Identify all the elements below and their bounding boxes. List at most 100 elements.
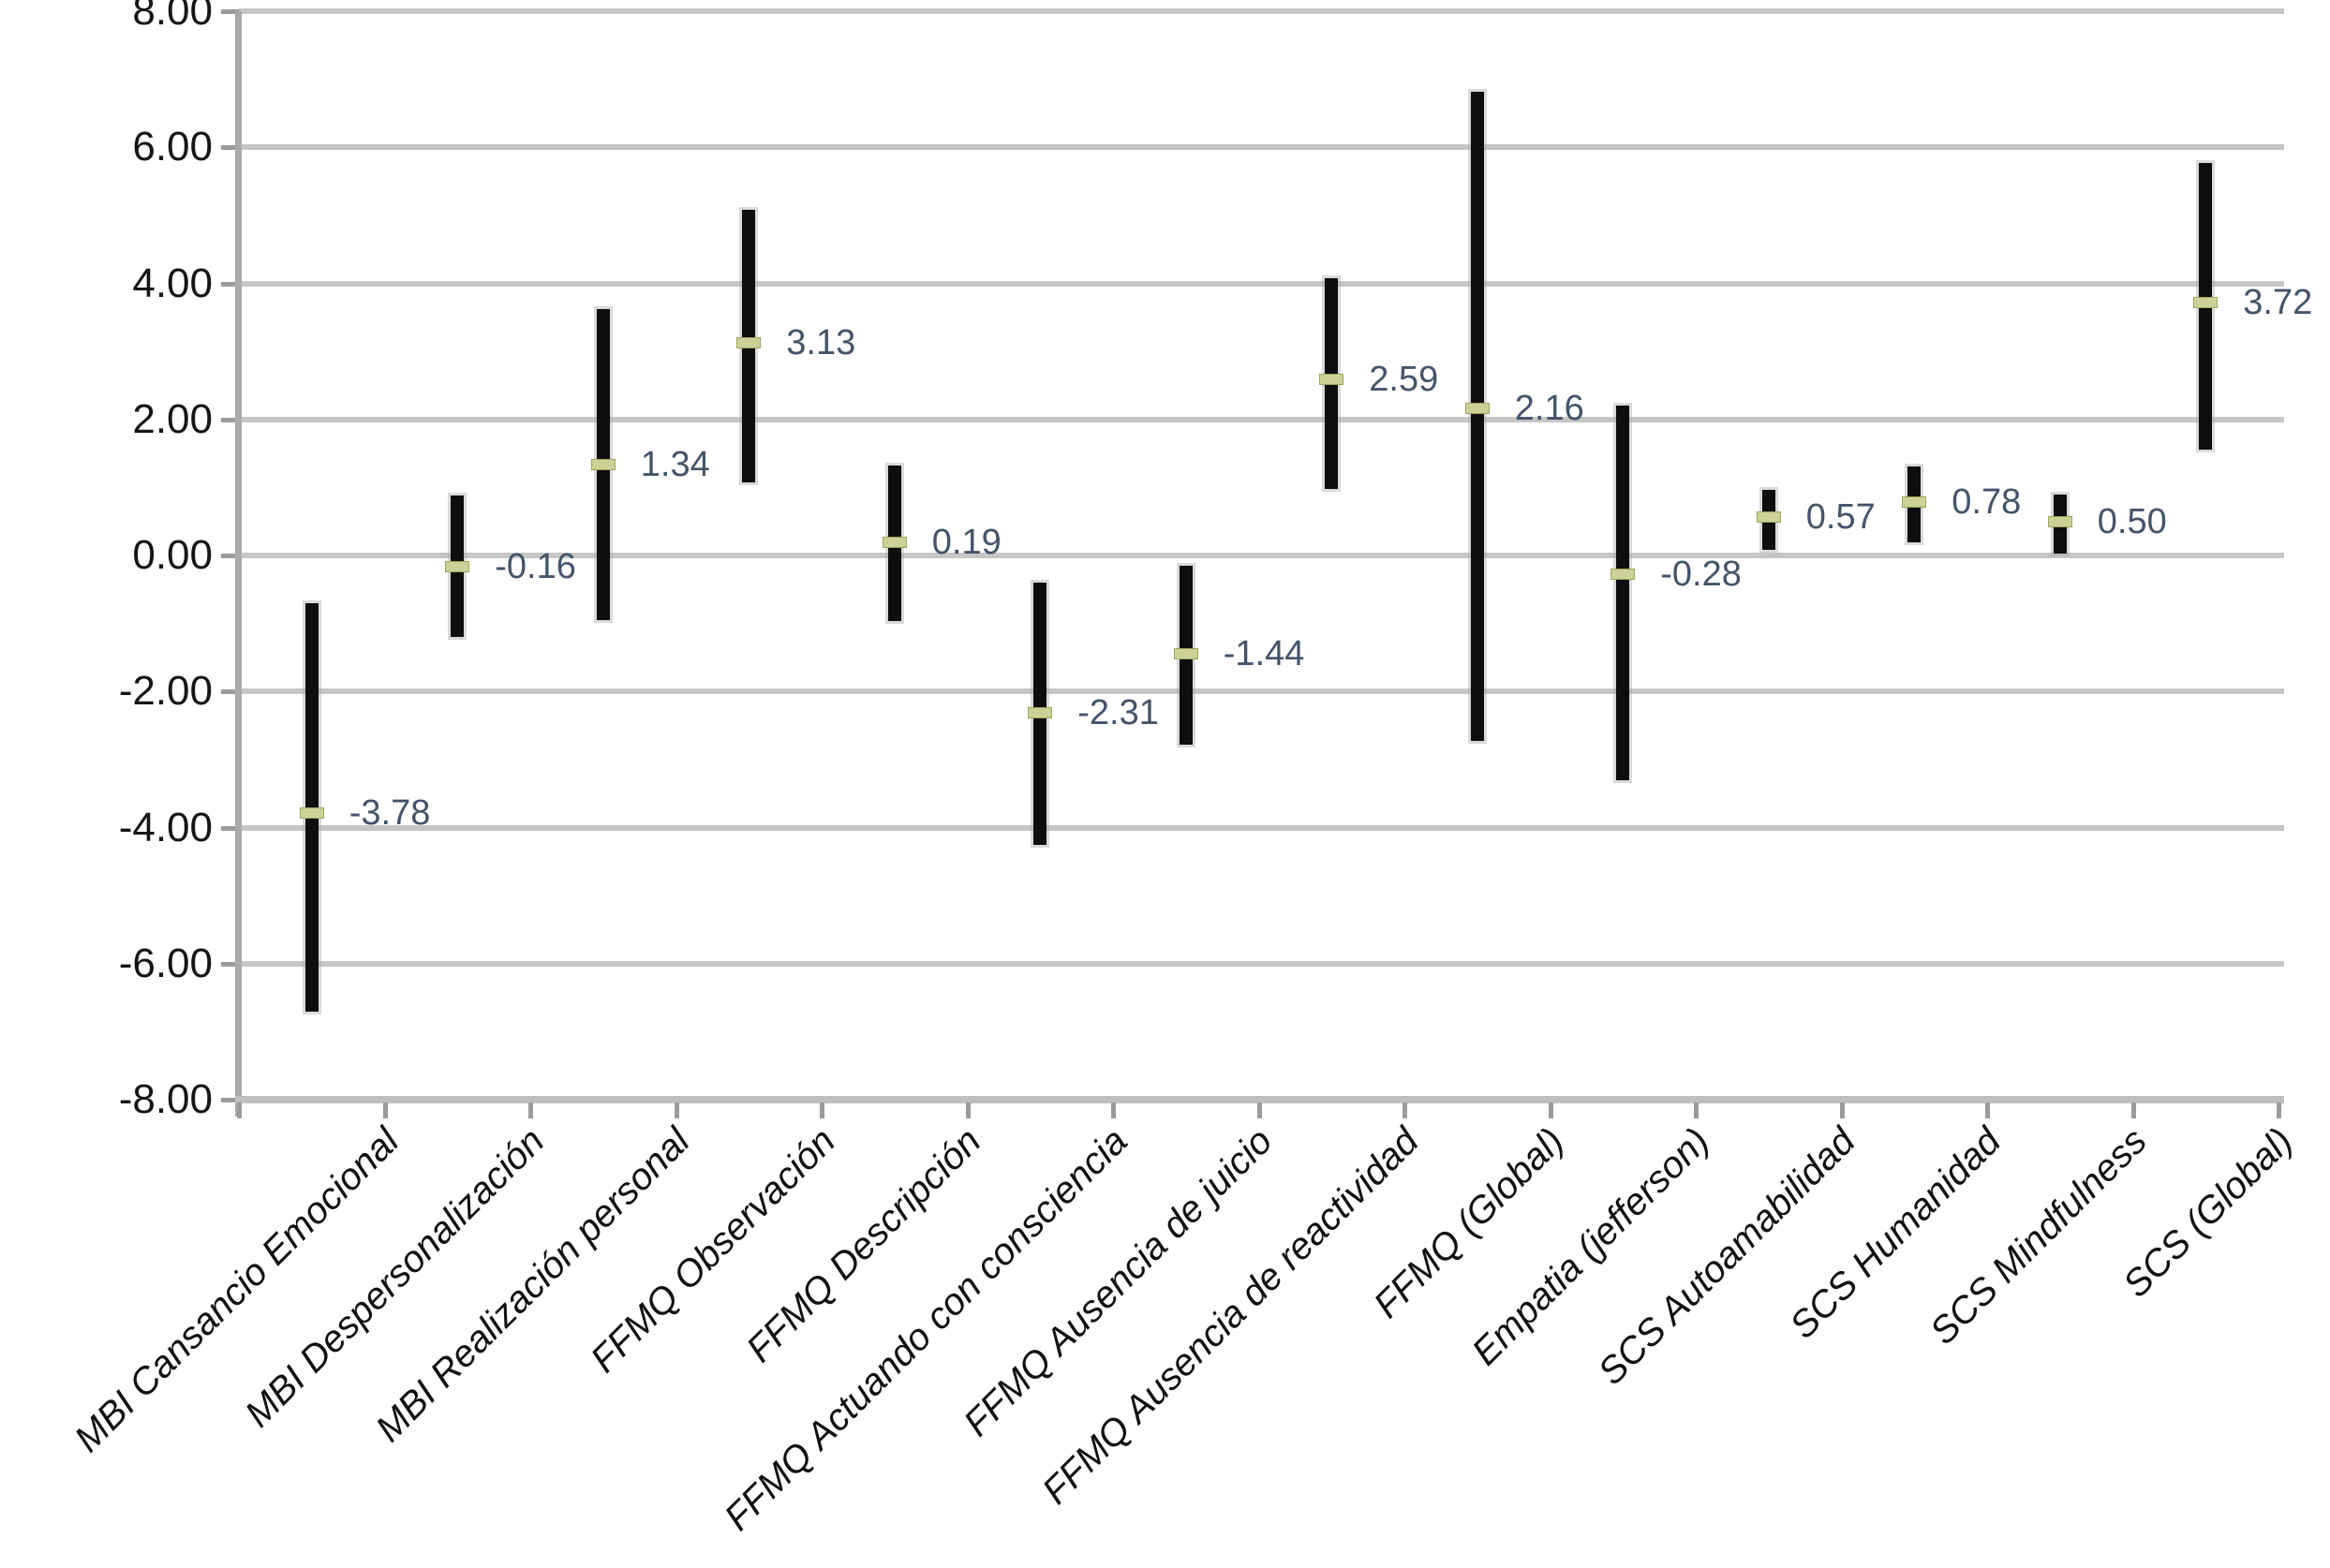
value-label: -2.31 xyxy=(1077,692,1159,732)
value-marker xyxy=(2047,515,2072,527)
y-grid-line xyxy=(239,144,2284,151)
y-axis-tick xyxy=(221,554,239,558)
x-axis-tick xyxy=(674,1102,679,1118)
y-axis-tick-label: -2.00 xyxy=(118,668,213,715)
value-label: 0.57 xyxy=(1805,496,1876,537)
y-axis-tick-label: -4.00 xyxy=(118,804,213,851)
x-category-label: SCS Mindfulness xyxy=(814,1120,2155,1353)
x-axis-tick xyxy=(820,1102,824,1118)
x-category-label: FFMQ (Global) xyxy=(231,1120,1572,1326)
y-axis-tick-label: -6.00 xyxy=(118,939,213,986)
x-category-label: FFMQ Observación xyxy=(0,1120,843,1381)
x-axis-tick xyxy=(1694,1102,1699,1118)
value-label: 0.19 xyxy=(931,523,1002,563)
range-bar xyxy=(1467,88,1487,744)
y-axis-tick-label: 0.00 xyxy=(132,532,213,578)
value-marker xyxy=(299,806,324,819)
x-axis-tick xyxy=(1548,1102,1553,1118)
y-grid-line xyxy=(239,688,2284,695)
x-category-label-text: SCS (Global) xyxy=(2115,1120,2301,1306)
y-grid-line xyxy=(239,553,2284,558)
x-category-label-text: FFMQ Ausencia de reactividad xyxy=(1034,1120,1427,1513)
value-label: -3.78 xyxy=(349,792,431,833)
value-label: 0.78 xyxy=(1952,482,2022,523)
y-axis-tick-label: 4.00 xyxy=(132,259,213,306)
y-axis-tick xyxy=(221,281,239,287)
value-marker xyxy=(1028,706,1053,718)
y-grid-line xyxy=(239,416,2284,422)
x-axis-tick xyxy=(1402,1102,1407,1118)
x-category-label: Empatia (jefferson) xyxy=(377,1120,1717,1373)
x-axis-tick xyxy=(2130,1102,2136,1118)
x-category-label: SCS Humanidad xyxy=(668,1120,2010,1347)
x-axis-line xyxy=(235,1096,2284,1103)
x-axis-tick xyxy=(1111,1102,1116,1118)
value-marker xyxy=(2193,296,2219,308)
x-category-label-text: SCS Mindfulness xyxy=(1922,1120,2155,1354)
y-axis-tick xyxy=(221,417,239,422)
y-axis-tick xyxy=(221,689,239,695)
x-category-label-text: SCS Autoamabilidad xyxy=(1590,1120,1863,1394)
x-category-label-text: FFMQ Observación xyxy=(583,1120,844,1381)
value-marker xyxy=(1610,569,1636,581)
x-axis-tick xyxy=(2277,1102,2281,1118)
range-bar xyxy=(1613,403,1633,783)
value-label: -0.16 xyxy=(495,546,576,586)
x-category-label-text: MBI Realización personal xyxy=(368,1120,698,1450)
y-axis-tick xyxy=(221,825,239,831)
y-grid-line xyxy=(239,824,2284,831)
x-category-label-text: MBI Cansancio Emocional xyxy=(67,1120,407,1460)
x-category-label-text: FFMQ Ausencia de juicio xyxy=(956,1120,1281,1445)
x-category-label-text: FFMQ Descripción xyxy=(739,1120,989,1370)
x-category-label-text: SCS Humanidad xyxy=(1782,1120,2010,1347)
y-axis-tick-label: -8.00 xyxy=(118,1076,213,1122)
value-marker xyxy=(590,458,616,470)
x-category-label: SCS Autoamabilidad xyxy=(523,1120,1863,1393)
value-marker xyxy=(882,537,907,549)
value-label: 2.59 xyxy=(1369,359,1439,399)
y-axis-tick-label: 6.00 xyxy=(132,124,213,170)
value-marker xyxy=(445,560,470,572)
value-marker xyxy=(1902,496,1927,509)
x-category-label: MBI Realización personal xyxy=(0,1120,698,1450)
value-label: -0.28 xyxy=(1660,555,1742,595)
x-axis-tick xyxy=(382,1102,388,1118)
value-label: 1.34 xyxy=(640,444,710,484)
value-marker xyxy=(1173,647,1198,659)
x-category-label: FFMQ Descripción xyxy=(0,1120,989,1370)
x-category-label: FFMQ Ausencia de juicio xyxy=(0,1120,1281,1444)
x-category-label-text: FFMQ Actuando con consciencia xyxy=(716,1120,1135,1539)
value-marker xyxy=(1319,373,1344,385)
y-axis-line xyxy=(235,11,242,1117)
x-category-label: FFMQ Ausencia de reactividad xyxy=(85,1120,1426,1512)
y-axis-tick xyxy=(221,961,239,967)
value-label: -1.44 xyxy=(1223,633,1305,673)
y-axis-tick xyxy=(221,145,239,151)
value-marker xyxy=(736,336,762,348)
x-axis-tick xyxy=(237,1102,242,1118)
x-category-label: MBI Cansancio Emocional xyxy=(0,1120,407,1460)
value-marker xyxy=(1756,510,1781,523)
x-category-label-text: Empatia (jefferson) xyxy=(1464,1120,1718,1374)
x-axis-tick xyxy=(528,1102,533,1118)
x-category-label: MBI Despersonalización xyxy=(0,1120,552,1435)
y-axis-tick xyxy=(221,9,239,14)
y-axis-tick xyxy=(221,1098,239,1102)
y-axis-tick-label: 2.00 xyxy=(132,395,213,442)
value-label: 3.72 xyxy=(2243,282,2313,322)
y-axis-tick-label: 8.00 xyxy=(132,0,213,34)
x-axis-tick xyxy=(1839,1102,1845,1118)
value-label: 2.16 xyxy=(1514,389,1584,429)
value-marker xyxy=(1464,403,1490,415)
x-axis-tick xyxy=(1256,1102,1262,1118)
x-axis-tick xyxy=(965,1102,971,1118)
y-grid-line xyxy=(239,960,2284,967)
x-category-label-text: FFMQ (Global) xyxy=(1366,1120,1572,1326)
x-category-label: SCS (Global) xyxy=(959,1120,2301,1306)
x-category-label: FFMQ Actuando con consciencia xyxy=(0,1120,1135,1539)
y-grid-line xyxy=(239,280,2284,287)
value-label: 0.50 xyxy=(2097,501,2167,541)
y-grid-line xyxy=(239,8,2284,14)
